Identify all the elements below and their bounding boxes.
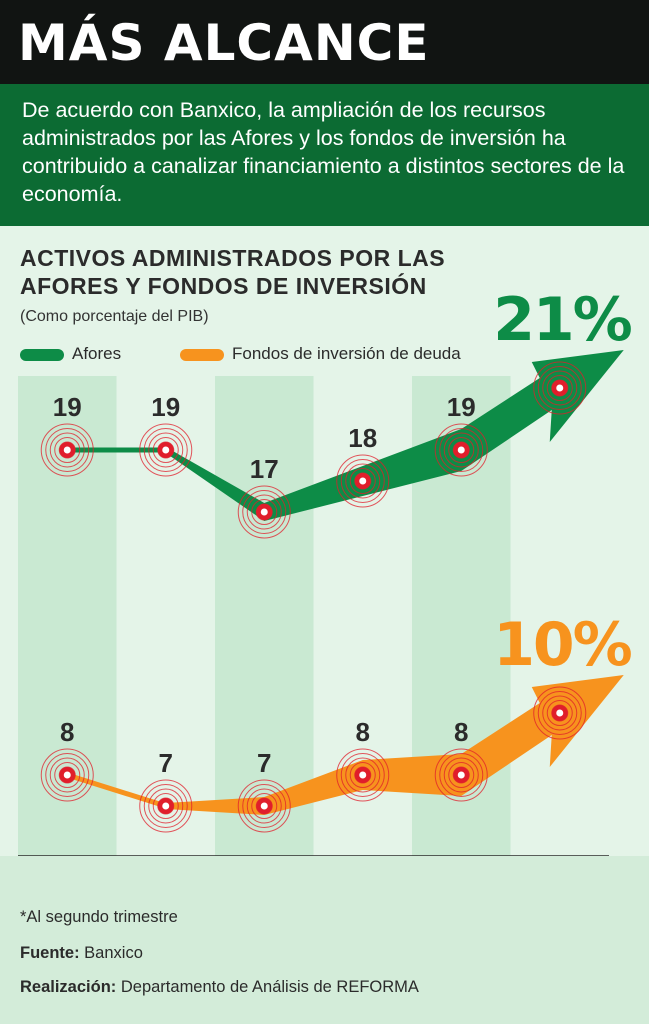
afores-marker-ring: [251, 499, 278, 525]
afores-marker-ring: [148, 432, 184, 468]
header-bar: MÁS ALCANCE: [0, 0, 649, 84]
fondos-data-label: 8: [60, 717, 74, 747]
credit-label: Realización:: [20, 978, 117, 996]
source-text: Banxico: [79, 944, 143, 962]
fondos-marker-ring: [242, 784, 287, 828]
fondos-point-center: [162, 802, 170, 810]
fondos-marker-ring: [237, 779, 291, 833]
fondos-marker-ring: [546, 700, 573, 726]
fondos-marker-ring: [340, 753, 385, 797]
afores-marker-ring: [49, 432, 85, 468]
footnote: *Al segundo trimestre: [20, 908, 178, 926]
afores-data-label: 18: [348, 423, 377, 453]
afores-marker-ring: [143, 428, 188, 472]
afores-point-center: [359, 477, 367, 485]
legend-swatch-fondos: [180, 348, 224, 361]
intro-box: De acuerdo con Banxico, la ampliación de…: [0, 84, 649, 226]
afores-data-label: 19: [151, 392, 180, 422]
fondos-marker-ring: [439, 753, 484, 797]
afores-marker-ring: [533, 361, 587, 415]
afores-marker-ring: [443, 432, 479, 468]
afores-marker-ring: [542, 370, 578, 406]
legend-label-fondos: Fondos de inversión de deuda: [232, 344, 461, 363]
fondos-point-center: [556, 709, 564, 717]
fondos-marker-ring: [251, 793, 278, 819]
afores-marker-ring: [434, 423, 488, 477]
afores-point-center: [556, 384, 564, 392]
afores-marker-ring: [546, 375, 573, 401]
fondos-marker-ring: [533, 686, 587, 740]
fondos-marker-ring: [40, 748, 94, 802]
headline: MÁS ALCANCE: [18, 14, 430, 72]
fondos-data-label: 7: [159, 748, 173, 778]
fondos-marker-ring: [148, 788, 184, 824]
fondos-marker-ring: [143, 784, 188, 828]
chart-subtitle: (Como porcentaje del PIB): [20, 308, 209, 325]
legend-label-afores: Afores: [72, 344, 122, 363]
fondos-data-label: 7: [257, 748, 271, 778]
afores-point-center: [260, 508, 268, 516]
afores-highlight-label: 21%: [493, 285, 631, 355]
credit-line: Realización: Departamento de Análisis de…: [20, 978, 419, 997]
fondos-marker-ring: [336, 748, 390, 802]
fondos-marker-ring: [349, 762, 376, 788]
afores-marker-ring: [349, 468, 376, 494]
afores-data-label: 19: [53, 392, 82, 422]
credit-text: Departamento de Análisis de REFORMA: [116, 978, 419, 996]
chart-title: ACTIVOS ADMINISTRADOS POR LAS AFORES Y F…: [20, 245, 446, 299]
afores-marker-ring: [45, 428, 90, 472]
afores-point-center: [457, 446, 465, 454]
fondos-point-center: [457, 771, 465, 779]
afores-marker-ring: [40, 423, 94, 477]
afores-data-label: 17: [250, 454, 279, 484]
fondos-marker-ring: [45, 753, 90, 797]
fondos-marker-ring: [542, 695, 578, 731]
fondos-marker-ring: [49, 757, 85, 793]
fondos-marker-ring: [443, 757, 479, 793]
afores-marker-ring: [152, 437, 179, 463]
legend-item-fondos: Fondos de inversión de deuda: [180, 344, 461, 364]
afores-marker-ring: [345, 463, 381, 499]
fondos-data-label: 8: [356, 717, 370, 747]
intro-text: De acuerdo con Banxico, la ampliación de…: [22, 98, 625, 206]
fondos-marker-ring: [152, 793, 179, 819]
fondos-marker-ring: [448, 762, 475, 788]
fondos-marker-ring: [139, 779, 193, 833]
afores-point-center: [63, 446, 71, 454]
afores-marker-ring: [448, 437, 475, 463]
afores-point-center: [162, 446, 170, 454]
afores-marker-ring: [246, 494, 282, 530]
fondos-marker-ring: [537, 691, 582, 735]
fondos-marker-ring: [434, 748, 488, 802]
fondos-marker-ring: [345, 757, 381, 793]
afores-marker-ring: [537, 366, 582, 410]
source-label: Fuente:: [20, 944, 80, 962]
fondos-marker-ring: [54, 762, 81, 788]
footer: *Al segundo trimestre Fuente: Banxico Re…: [0, 856, 649, 1024]
fondos-arrow: [165, 675, 624, 815]
afores-marker-ring: [340, 459, 385, 503]
fondos-point-center: [260, 802, 268, 810]
legend-item-afores: Afores: [20, 344, 121, 364]
fondos-point-center: [359, 771, 367, 779]
fondos-point-center: [63, 771, 71, 779]
column-band: [215, 376, 314, 856]
fondos-data-label: 8: [454, 717, 468, 747]
afores-data-label: 19: [447, 392, 476, 422]
source-line: Fuente: Banxico: [20, 944, 143, 963]
afores-marker-ring: [439, 428, 484, 472]
afores-marker-ring: [54, 437, 81, 463]
afores-marker-ring: [237, 485, 291, 539]
legend-swatch-afores: [20, 348, 64, 361]
afores-marker-ring: [139, 423, 193, 477]
afores-marker-ring: [336, 454, 390, 508]
fondos-marker-ring: [246, 788, 282, 824]
fondos-highlight-label: 10%: [493, 610, 631, 680]
afores-arrow: [165, 350, 624, 521]
afores-marker-ring: [242, 490, 287, 534]
